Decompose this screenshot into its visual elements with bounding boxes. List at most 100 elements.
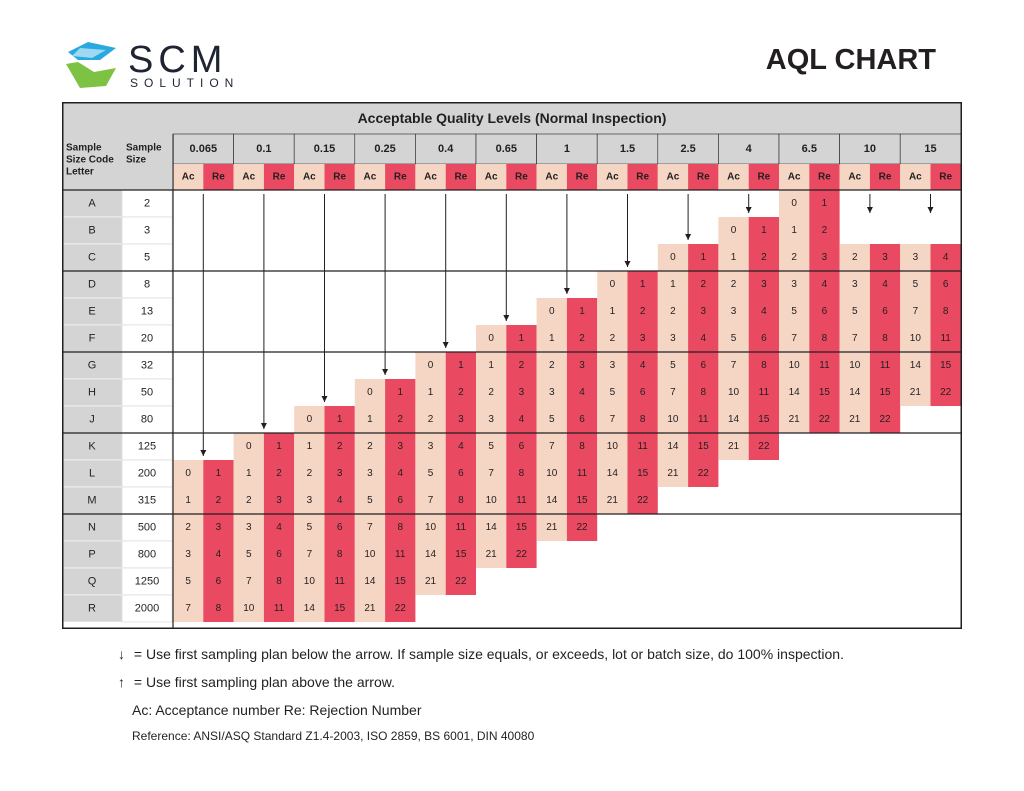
ac-cell <box>415 460 446 487</box>
ac-value: 3 <box>549 387 555 398</box>
re-cell <box>930 379 961 406</box>
ac-value: 0 <box>488 333 494 344</box>
ac-cell <box>415 487 446 514</box>
re-cell <box>385 541 416 568</box>
re-cell <box>869 325 901 352</box>
ac-value: 3 <box>428 441 434 452</box>
re-cell <box>869 298 901 325</box>
re-value: 1 <box>337 414 343 425</box>
sample-size: 8 <box>144 279 150 291</box>
re-value: 22 <box>395 603 407 614</box>
ac-cell <box>779 379 810 406</box>
ac-cell <box>597 271 628 298</box>
re-value: 4 <box>700 333 706 344</box>
re-cell <box>627 460 658 487</box>
re-cell <box>445 541 476 568</box>
ac-cell <box>900 352 931 379</box>
ac-value: 10 <box>849 360 861 371</box>
re-value: 15 <box>455 549 467 560</box>
ac-cell <box>900 325 931 352</box>
sample-code: K <box>88 441 96 453</box>
re-cell <box>263 541 295 568</box>
re-header-cell <box>566 164 598 190</box>
legend-reference: Reference: ANSI/ASQ Standard Z1.4-2003, … <box>132 729 535 743</box>
re-cell <box>809 379 840 406</box>
re-value: 4 <box>216 549 222 560</box>
ac-value: 3 <box>185 549 191 560</box>
ac-value: 14 <box>910 360 922 371</box>
sample-size: 2 <box>144 198 150 210</box>
re-cell <box>445 352 476 379</box>
re-cell <box>385 460 416 487</box>
re-value: 1 <box>216 468 222 479</box>
re-cell <box>566 298 598 325</box>
re-cell <box>566 433 598 460</box>
sample-code: M <box>87 495 96 507</box>
ac-label: Ac <box>485 172 498 183</box>
ac-cell <box>415 406 446 433</box>
ac-value: 3 <box>367 468 373 479</box>
re-cell <box>445 379 476 406</box>
re-value: 6 <box>882 306 888 317</box>
ac-value: 10 <box>304 576 316 587</box>
re-value: 4 <box>458 441 464 452</box>
ac-value: 5 <box>610 387 616 398</box>
re-value: 15 <box>879 387 891 398</box>
aql-header-cell <box>475 133 537 165</box>
row-size-cell <box>121 594 173 623</box>
row-size-cell <box>121 324 173 353</box>
re-value: 6 <box>276 549 282 560</box>
re-value: 4 <box>882 279 888 290</box>
code-col-label: Letter <box>66 167 94 178</box>
re-cell <box>688 244 719 271</box>
aql-level-label: 0.4 <box>438 143 454 155</box>
left-header-bg <box>62 134 172 190</box>
re-cell <box>203 487 234 514</box>
ac-header-cell <box>597 164 628 190</box>
sample-code: P <box>88 549 95 561</box>
ac-cell <box>597 406 628 433</box>
re-cell <box>627 406 658 433</box>
ac-value: 1 <box>549 333 555 344</box>
ac-value: 5 <box>670 360 676 371</box>
re-cell <box>869 406 901 433</box>
ac-value: 7 <box>731 360 737 371</box>
re-cell <box>506 487 537 514</box>
ac-cell <box>779 244 810 271</box>
re-value: 8 <box>337 549 343 560</box>
sample-size: 3 <box>144 225 150 237</box>
re-value: 1 <box>640 279 646 290</box>
ac-label: Ac <box>667 172 680 183</box>
re-cell <box>263 433 295 460</box>
table-title-bar <box>62 102 962 134</box>
re-value: 6 <box>579 414 585 425</box>
ac-value: 5 <box>367 495 373 506</box>
sample-code: G <box>88 360 97 372</box>
ac-cell <box>294 433 325 460</box>
re-value: 2 <box>337 441 343 452</box>
ac-label: Ac <box>909 172 922 183</box>
sample-size: 1250 <box>135 576 159 588</box>
re-value: 6 <box>761 333 767 344</box>
re-cell <box>263 514 295 541</box>
ac-header-cell <box>839 164 870 190</box>
ac-value: 21 <box>789 414 801 425</box>
ac-value: 2 <box>367 441 373 452</box>
sample-size: 32 <box>141 360 153 372</box>
ac-value: 7 <box>549 441 555 452</box>
ac-header-cell <box>294 164 325 190</box>
re-cell <box>203 568 234 595</box>
down-arrow-head <box>563 288 570 294</box>
ac-value: 5 <box>731 333 737 344</box>
down-arrow-head <box>442 342 449 348</box>
ac-value: 2 <box>791 252 797 263</box>
ac-value: 10 <box>425 522 437 533</box>
ac-cell <box>779 217 810 244</box>
re-cell <box>688 379 719 406</box>
ac-value: 21 <box>607 495 619 506</box>
ac-header-cell <box>476 164 507 190</box>
re-value: 4 <box>822 279 828 290</box>
ac-cell <box>233 595 264 622</box>
ac-cell <box>415 568 446 595</box>
row-size-cell <box>121 189 173 218</box>
